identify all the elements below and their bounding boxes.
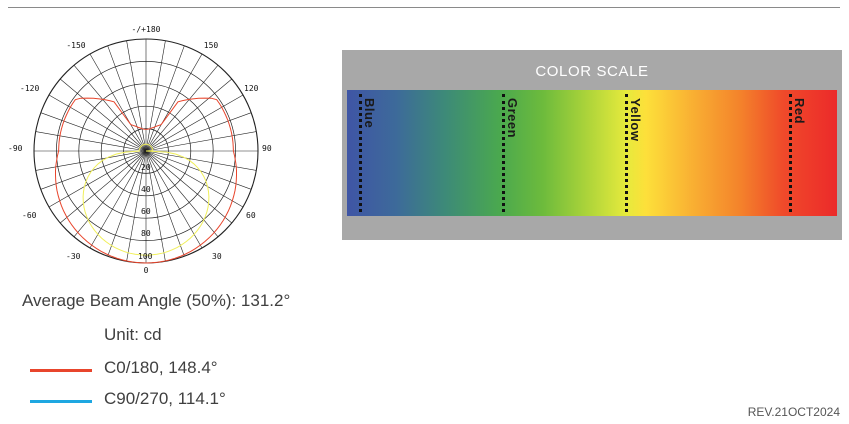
angle-label-neg30: -30 bbox=[66, 252, 81, 261]
polar-spoke bbox=[48, 150, 147, 208]
polar-spoke bbox=[145, 40, 166, 152]
marker-blue bbox=[359, 94, 362, 212]
polar-spoke bbox=[145, 65, 219, 152]
legend-swatch-c0 bbox=[30, 369, 92, 372]
top-divider bbox=[8, 7, 840, 8]
polar-spoke bbox=[35, 150, 147, 171]
marker-red bbox=[789, 94, 792, 212]
legend-label-c0: C0/180, 148.4° bbox=[104, 358, 218, 377]
polar-spoke bbox=[126, 150, 147, 262]
angle-label-60: 60 bbox=[246, 211, 256, 220]
angle-label-neg120: -120 bbox=[20, 84, 39, 93]
legend-item-c90: C90/270, 114.1° bbox=[30, 389, 330, 413]
polar-spoke bbox=[145, 45, 185, 152]
angle-label-neg90: -90 bbox=[8, 144, 23, 153]
polar-spoke bbox=[145, 94, 244, 152]
radial-label-100: 100 bbox=[138, 252, 153, 261]
polar-spoke bbox=[35, 131, 147, 152]
marker-yellow bbox=[625, 94, 628, 212]
polar-spoke bbox=[89, 150, 147, 249]
polar-spoke bbox=[145, 53, 203, 152]
polar-spoke bbox=[73, 65, 147, 152]
angle-label-0: 0 bbox=[144, 266, 149, 275]
polar-spoke bbox=[60, 150, 147, 224]
marker-green bbox=[502, 94, 505, 212]
revision-label: REV.21OCT2024 bbox=[747, 405, 840, 419]
polar-spoke bbox=[145, 150, 244, 208]
radial-label-20: 20 bbox=[141, 163, 151, 172]
legend-item-c0: C0/180, 148.4° bbox=[30, 358, 330, 382]
polar-spoke bbox=[145, 131, 257, 152]
polar-spoke bbox=[40, 112, 147, 152]
angle-label-150: 150 bbox=[204, 41, 219, 50]
color-gradient-bar bbox=[347, 90, 837, 216]
legend-swatch-c90 bbox=[30, 400, 92, 403]
radial-label-80: 80 bbox=[141, 229, 151, 238]
legend-label-c90: C90/270, 114.1° bbox=[104, 389, 226, 408]
polar-spoke bbox=[145, 150, 219, 237]
polar-spoke bbox=[89, 53, 147, 152]
average-beam-angle: Average Beam Angle (50%): 131.2° bbox=[22, 291, 291, 310]
angle-label-30: 30 bbox=[212, 252, 222, 261]
angle-label-neg150: -150 bbox=[66, 41, 85, 50]
polar-spoke bbox=[40, 150, 147, 190]
polar-spoke bbox=[145, 150, 166, 262]
marker-label-yellow: Yellow bbox=[628, 98, 643, 142]
polar-svg: -/+180 -150 150 -120 120 -90 90 -60 60 -… bbox=[8, 25, 272, 275]
marker-label-green: Green bbox=[505, 98, 520, 139]
polar-spoke bbox=[145, 150, 203, 249]
angle-label-neg60: -60 bbox=[22, 211, 37, 220]
color-scale-title: COLOR SCALE bbox=[535, 63, 649, 80]
curve-c90-270 bbox=[82, 143, 210, 256]
polar-spoke bbox=[145, 112, 252, 152]
marker-label-blue: Blue bbox=[362, 98, 377, 129]
polar-spoke bbox=[73, 150, 147, 237]
polar-spoke bbox=[145, 150, 257, 171]
polar-spoke bbox=[48, 94, 147, 152]
color-scale-panel: COLOR SCALE Blue Green Yellow Red bbox=[342, 50, 842, 240]
polar-spoke bbox=[60, 78, 147, 152]
angle-label-90: 90 bbox=[262, 144, 272, 153]
polar-spoke bbox=[107, 45, 147, 152]
polar-grid bbox=[33, 38, 259, 264]
angle-label-180: -/+180 bbox=[132, 25, 161, 34]
radial-label-60: 60 bbox=[141, 207, 151, 216]
polar-spoke bbox=[126, 40, 147, 152]
unit-label: Unit: cd bbox=[104, 325, 162, 344]
polar-diagram: -/+180 -150 150 -120 120 -90 90 -60 60 -… bbox=[0, 18, 290, 280]
polar-spoke bbox=[145, 150, 252, 190]
angle-label-120: 120 bbox=[244, 84, 259, 93]
polar-spoke bbox=[107, 150, 147, 257]
radial-label-40: 40 bbox=[141, 185, 151, 194]
curve-c0-180 bbox=[55, 97, 237, 264]
polar-spoke bbox=[145, 150, 232, 224]
polar-spoke bbox=[145, 78, 232, 152]
polar-curves bbox=[55, 97, 237, 264]
marker-label-red: Red bbox=[792, 98, 807, 125]
polar-spoke bbox=[145, 150, 185, 257]
